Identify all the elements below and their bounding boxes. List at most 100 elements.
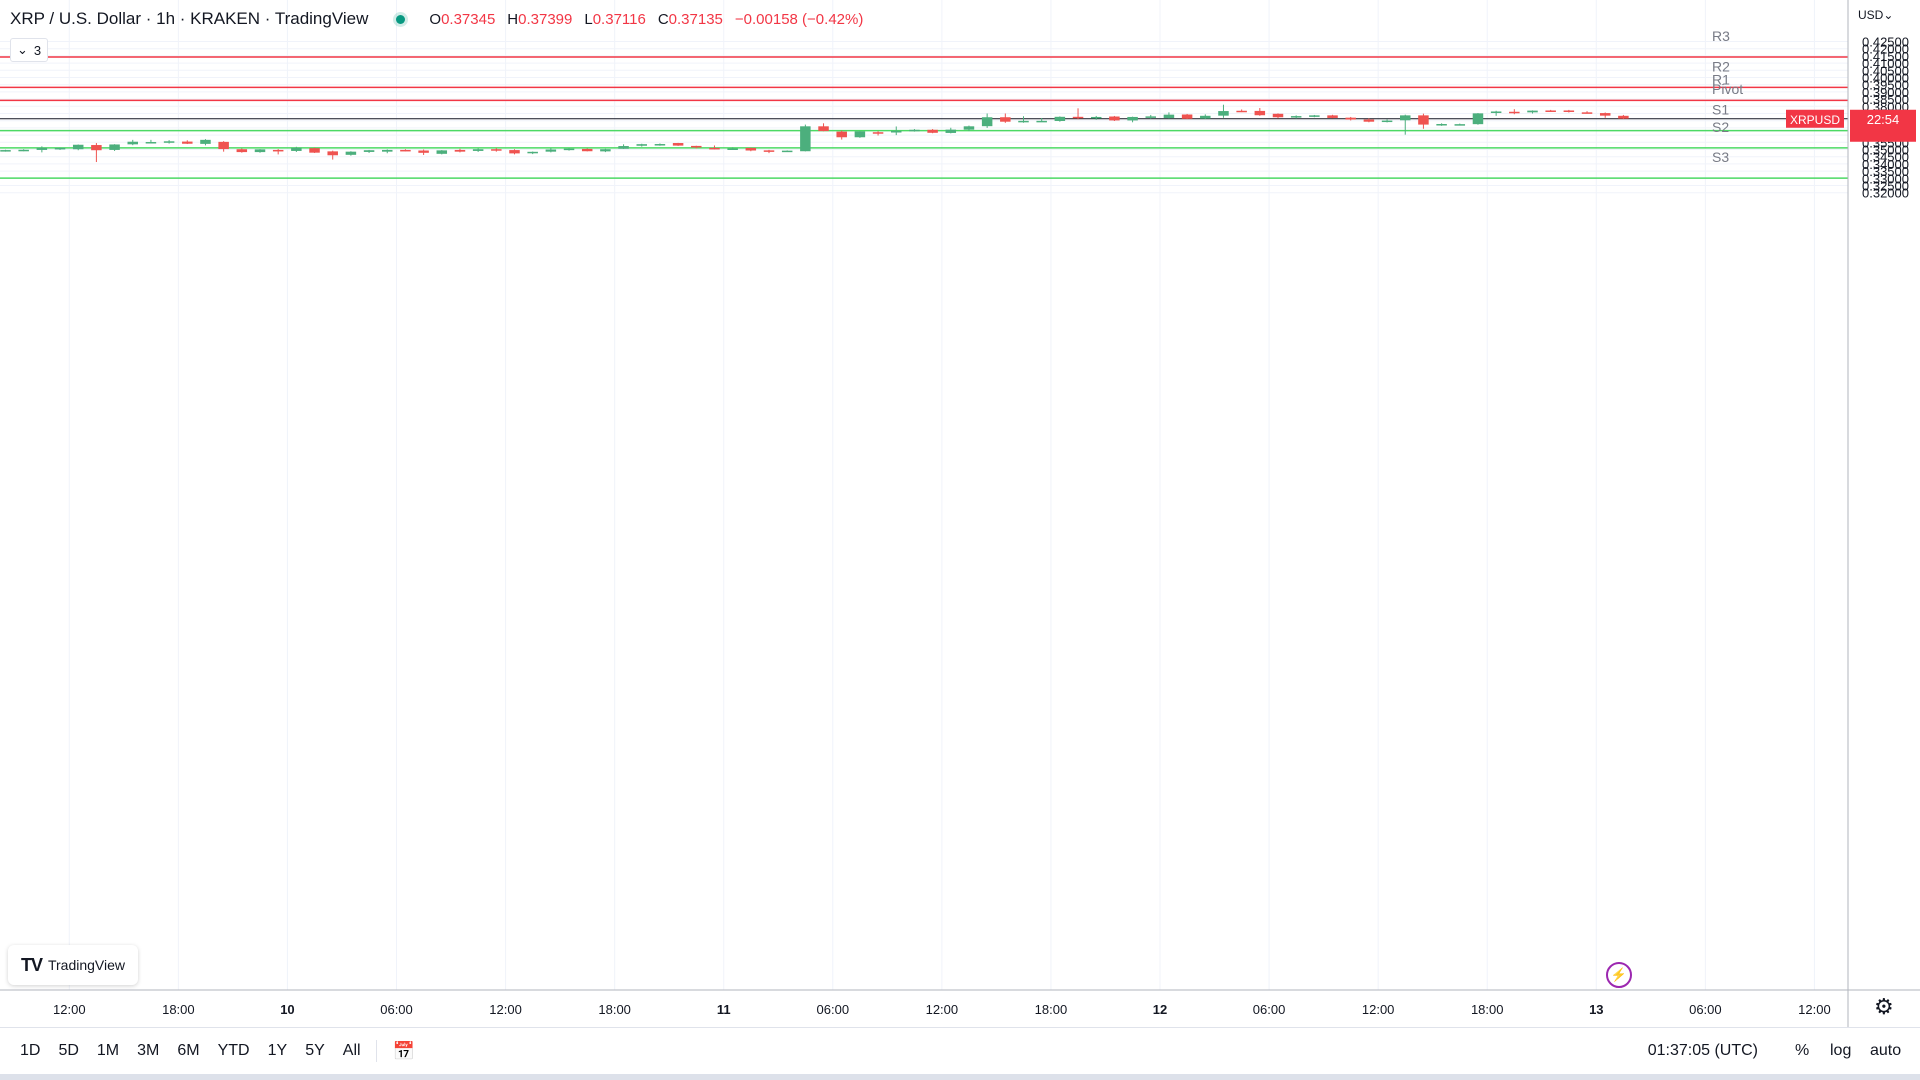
candle-body	[0, 150, 11, 152]
candle	[182, 140, 193, 145]
candle-body	[909, 129, 920, 132]
level-label-r2: R2	[1712, 58, 1730, 74]
candle-body	[745, 147, 757, 151]
candle-body	[1400, 115, 1411, 121]
candle	[581, 148, 593, 152]
candle	[1400, 114, 1411, 135]
candle	[836, 130, 847, 140]
indicator-count: 3	[33, 42, 42, 58]
timeframe-all[interactable]: All	[342, 1042, 361, 1059]
candle-body	[1490, 111, 1502, 113]
y-tick-label: 0.41000	[1862, 56, 1909, 71]
y-tick-label: 0.32500	[1862, 179, 1909, 194]
candle-body	[309, 148, 320, 153]
candle-body	[182, 141, 193, 144]
x-tick-label: 12:00	[1798, 1002, 1831, 1017]
candle-body	[945, 129, 957, 133]
percent-scale-toggle[interactable]: %	[1795, 1042, 1810, 1059]
candle	[872, 131, 884, 136]
candle	[254, 149, 266, 153]
candle	[436, 150, 448, 155]
candle-body	[872, 132, 884, 134]
candle	[1145, 114, 1156, 119]
candle-body	[527, 151, 538, 154]
candle-body	[236, 149, 248, 153]
candle	[1181, 113, 1193, 120]
candle	[400, 149, 411, 152]
utc-clock[interactable]: 01:37:05 (UTC)	[1647, 1042, 1758, 1059]
timeframe-6m[interactable]: 6M	[177, 1042, 200, 1059]
y-tick-label: 0.41500	[1862, 49, 1909, 64]
candle-body	[800, 126, 811, 152]
candle-body	[200, 139, 211, 144]
candle-body	[763, 150, 775, 152]
candle-body	[91, 145, 102, 151]
candle-body	[54, 147, 66, 150]
candle	[382, 149, 393, 154]
candle	[272, 149, 284, 155]
candle	[1200, 114, 1211, 119]
timeframe-1d[interactable]: 1D	[20, 1042, 41, 1059]
candle-body	[1436, 124, 1447, 126]
indicators-toggle-button[interactable]: ⌄ 3	[10, 38, 49, 62]
timeframe-5d[interactable]: 5D	[58, 1042, 79, 1059]
candle	[1072, 108, 1084, 120]
candle-body	[272, 149, 284, 152]
log-scale-toggle[interactable]: log	[1830, 1042, 1852, 1059]
x-tick-label: 06:00	[817, 1002, 850, 1017]
candle-body	[1545, 110, 1556, 112]
x-tick-label: 06:00	[380, 1002, 413, 1017]
toolbar-divider	[375, 1040, 377, 1062]
candle	[818, 123, 829, 132]
y-tick-label: 0.42000	[1862, 42, 1909, 57]
candle-body	[581, 148, 593, 152]
timeframe-5y[interactable]: 5Y	[305, 1042, 325, 1059]
change-value: −0.00158 (−0.42%)	[734, 10, 864, 28]
candle-body	[963, 126, 975, 130]
candle-body	[1018, 120, 1029, 123]
candle	[1018, 116, 1029, 123]
gear-icon[interactable]: ⚙	[1874, 994, 1894, 1019]
candle-body	[981, 117, 993, 127]
candle-body	[1036, 120, 1047, 123]
lightning-icon[interactable]: ⚡	[1606, 962, 1632, 988]
candle	[927, 129, 938, 134]
candle	[945, 127, 957, 134]
auto-scale-toggle[interactable]: auto	[1870, 1042, 1902, 1059]
candle	[1272, 113, 1284, 119]
timeframe-ytd[interactable]: YTD	[217, 1042, 250, 1059]
tradingview-logo[interactable]: TV TradingView	[8, 945, 138, 985]
candle	[363, 149, 375, 153]
candle-body	[781, 150, 793, 153]
candle	[800, 124, 811, 152]
candle-body	[600, 149, 611, 152]
candle-body	[1000, 117, 1011, 122]
low-value: 0.37116	[592, 10, 646, 28]
candle	[1563, 109, 1575, 113]
level-label-s2: S2	[1712, 119, 1729, 135]
x-tick-label: 12:00	[926, 1002, 959, 1017]
timeframe-1m[interactable]: 1M	[96, 1042, 120, 1059]
symbol-title[interactable]: XRP / U.S. Dollar · 1h · KRAKEN · Tradin…	[10, 9, 369, 28]
timeframe-3m[interactable]: 3M	[137, 1042, 160, 1059]
bottom-toolbar: 1D 5D 1M 3M 6M YTD 1Y 5Y All 📅 01:37:05 (UTC) % …	[0, 1027, 1920, 1074]
candle-body	[1054, 116, 1066, 121]
candle	[854, 131, 866, 138]
x-tick-label: 12:00	[53, 1002, 86, 1017]
timeframe-1y[interactable]: 1Y	[267, 1042, 288, 1059]
countdown-label: 22:54	[1867, 112, 1900, 127]
x-tick-label: 06:00	[1253, 1002, 1286, 1017]
candle	[1127, 116, 1138, 123]
currency-selector[interactable]: USD⌄	[1858, 8, 1894, 22]
low-label: L	[584, 10, 593, 28]
y-tick-label: 0.39000	[1862, 85, 1909, 100]
candle-body	[618, 146, 629, 149]
candle-body	[1090, 116, 1102, 119]
calendar-icon[interactable]: 📅	[392, 1040, 415, 1061]
x-tick-label: 06:00	[1689, 1002, 1722, 1017]
chart-grid	[0, 0, 1848, 990]
candle	[491, 148, 502, 152]
candle	[109, 144, 120, 151]
